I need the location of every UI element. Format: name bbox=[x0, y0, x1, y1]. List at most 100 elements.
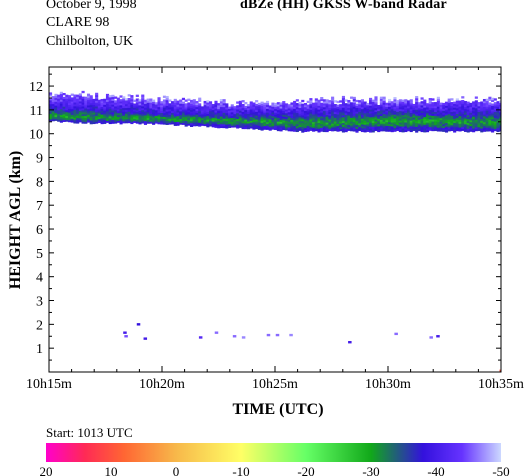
reflectivity-cell bbox=[265, 108, 270, 111]
reflectivity-cell bbox=[398, 122, 402, 125]
reflectivity-cell bbox=[111, 121, 115, 124]
reflectivity-cell bbox=[70, 112, 74, 115]
reflectivity-cell bbox=[200, 113, 204, 117]
reflectivity-cell bbox=[86, 112, 91, 115]
reflectivity-cell bbox=[374, 96, 378, 99]
reflectivity-cell bbox=[339, 121, 343, 124]
reflectivity-cell bbox=[198, 112, 202, 116]
reflectivity-cell bbox=[65, 108, 69, 111]
reflectivity-cell bbox=[198, 97, 202, 100]
reflectivity-cell bbox=[412, 115, 416, 118]
reflectivity-cell bbox=[314, 119, 318, 122]
reflectivity-cell bbox=[436, 113, 440, 117]
reflectivity-cell bbox=[298, 119, 302, 122]
reflectivity-cell bbox=[206, 100, 210, 103]
reflectivity-cell bbox=[320, 98, 324, 102]
reflectivity-cell bbox=[336, 125, 340, 128]
reflectivity-cell bbox=[238, 102, 242, 106]
reflectivity-cell bbox=[271, 104, 275, 107]
reflectivity-cell bbox=[244, 123, 248, 126]
reflectivity-cell bbox=[314, 107, 318, 111]
reflectivity-cell bbox=[331, 111, 335, 115]
reflectivity-cell bbox=[295, 104, 299, 108]
reflectivity-cell bbox=[488, 127, 492, 130]
reflectivity-cell bbox=[95, 109, 99, 113]
reflectivity-cell bbox=[195, 104, 199, 108]
reflectivity-cell bbox=[282, 127, 286, 131]
reflectivity-cell bbox=[377, 105, 381, 108]
reflectivity-cell bbox=[396, 122, 400, 126]
reflectivity-cell bbox=[493, 125, 497, 128]
reflectivity-cell bbox=[173, 115, 177, 119]
reflectivity-cell bbox=[238, 112, 242, 115]
reflectivity-cell bbox=[488, 96, 492, 100]
reflectivity-cell bbox=[423, 112, 427, 116]
reflectivity-cell bbox=[271, 108, 275, 111]
reflectivity-cell bbox=[341, 113, 346, 116]
reflectivity-cell bbox=[249, 109, 253, 112]
reflectivity-cell bbox=[127, 98, 131, 101]
reflectivity-cell bbox=[293, 119, 297, 123]
reflectivity-cell bbox=[268, 120, 272, 124]
reflectivity-cell bbox=[466, 128, 470, 131]
reflectivity-cell bbox=[119, 114, 123, 117]
reflectivity-cell bbox=[455, 102, 459, 105]
reflectivity-cell bbox=[181, 122, 185, 125]
reflectivity-cell bbox=[276, 128, 280, 132]
reflectivity-cell bbox=[209, 118, 213, 121]
reflectivity-cell bbox=[482, 125, 487, 128]
y-tick-label: 12 bbox=[29, 80, 43, 95]
reflectivity-cell bbox=[336, 114, 340, 117]
reflectivity-cell bbox=[312, 119, 316, 123]
reflectivity-cell bbox=[301, 122, 305, 126]
date-label: October 9, 1998 bbox=[46, 0, 137, 12]
reflectivity-cell bbox=[320, 106, 324, 109]
reflectivity-cell bbox=[81, 119, 85, 122]
reflectivity-cell bbox=[141, 111, 145, 115]
reflectivity-cell bbox=[190, 111, 194, 114]
reflectivity-cell bbox=[325, 103, 329, 106]
reflectivity-cell bbox=[276, 123, 280, 126]
reflectivity-cell bbox=[423, 126, 427, 129]
reflectivity-cell bbox=[279, 121, 283, 124]
reflectivity-cell bbox=[284, 120, 289, 123]
reflectivity-cell bbox=[428, 103, 432, 107]
reflectivity-cell bbox=[279, 104, 283, 107]
reflectivity-cell bbox=[379, 102, 383, 105]
reflectivity-cell bbox=[474, 96, 478, 99]
reflectivity-cell bbox=[105, 107, 110, 110]
reflectivity-cell bbox=[439, 123, 443, 126]
reflectivity-cell bbox=[453, 111, 457, 114]
reflectivity-cell bbox=[474, 102, 478, 105]
reflectivity-cell bbox=[328, 126, 332, 130]
reflectivity-cell bbox=[149, 115, 153, 118]
reflectivity-cell bbox=[480, 120, 484, 123]
reflectivity-cell bbox=[341, 103, 346, 106]
reflectivity-cell bbox=[238, 114, 242, 117]
reflectivity-cell bbox=[493, 109, 497, 113]
reflectivity-cell bbox=[86, 118, 91, 121]
reflectivity-cell bbox=[485, 121, 489, 124]
reflectivity-cell bbox=[404, 118, 408, 121]
reflectivity-cell bbox=[472, 114, 476, 118]
reflectivity-cell bbox=[417, 117, 421, 120]
reflectivity-cell bbox=[404, 116, 408, 119]
reflectivity-cell bbox=[100, 102, 104, 106]
reflectivity-cell bbox=[138, 99, 142, 102]
reflectivity-cell bbox=[222, 122, 226, 125]
reflectivity-cell bbox=[474, 121, 478, 124]
reflectivity-cell bbox=[73, 105, 77, 109]
reflectivity-cell bbox=[458, 127, 462, 130]
colorbar-labels: 20 10 0 -10 -20 -30 -40 -50 bbox=[40, 464, 510, 476]
reflectivity-cell bbox=[114, 100, 118, 103]
reflectivity-cell bbox=[219, 99, 223, 102]
reflectivity-cell bbox=[352, 102, 356, 105]
reflectivity-cell bbox=[116, 99, 120, 102]
reflectivity-cell bbox=[116, 116, 120, 119]
reflectivity-cell bbox=[328, 111, 332, 114]
reflectivity-cell bbox=[425, 129, 430, 133]
reflectivity-cell bbox=[293, 123, 297, 127]
reflectivity-cell bbox=[122, 107, 126, 111]
reflectivity-cell bbox=[78, 95, 82, 98]
reflectivity-cell bbox=[377, 129, 381, 133]
